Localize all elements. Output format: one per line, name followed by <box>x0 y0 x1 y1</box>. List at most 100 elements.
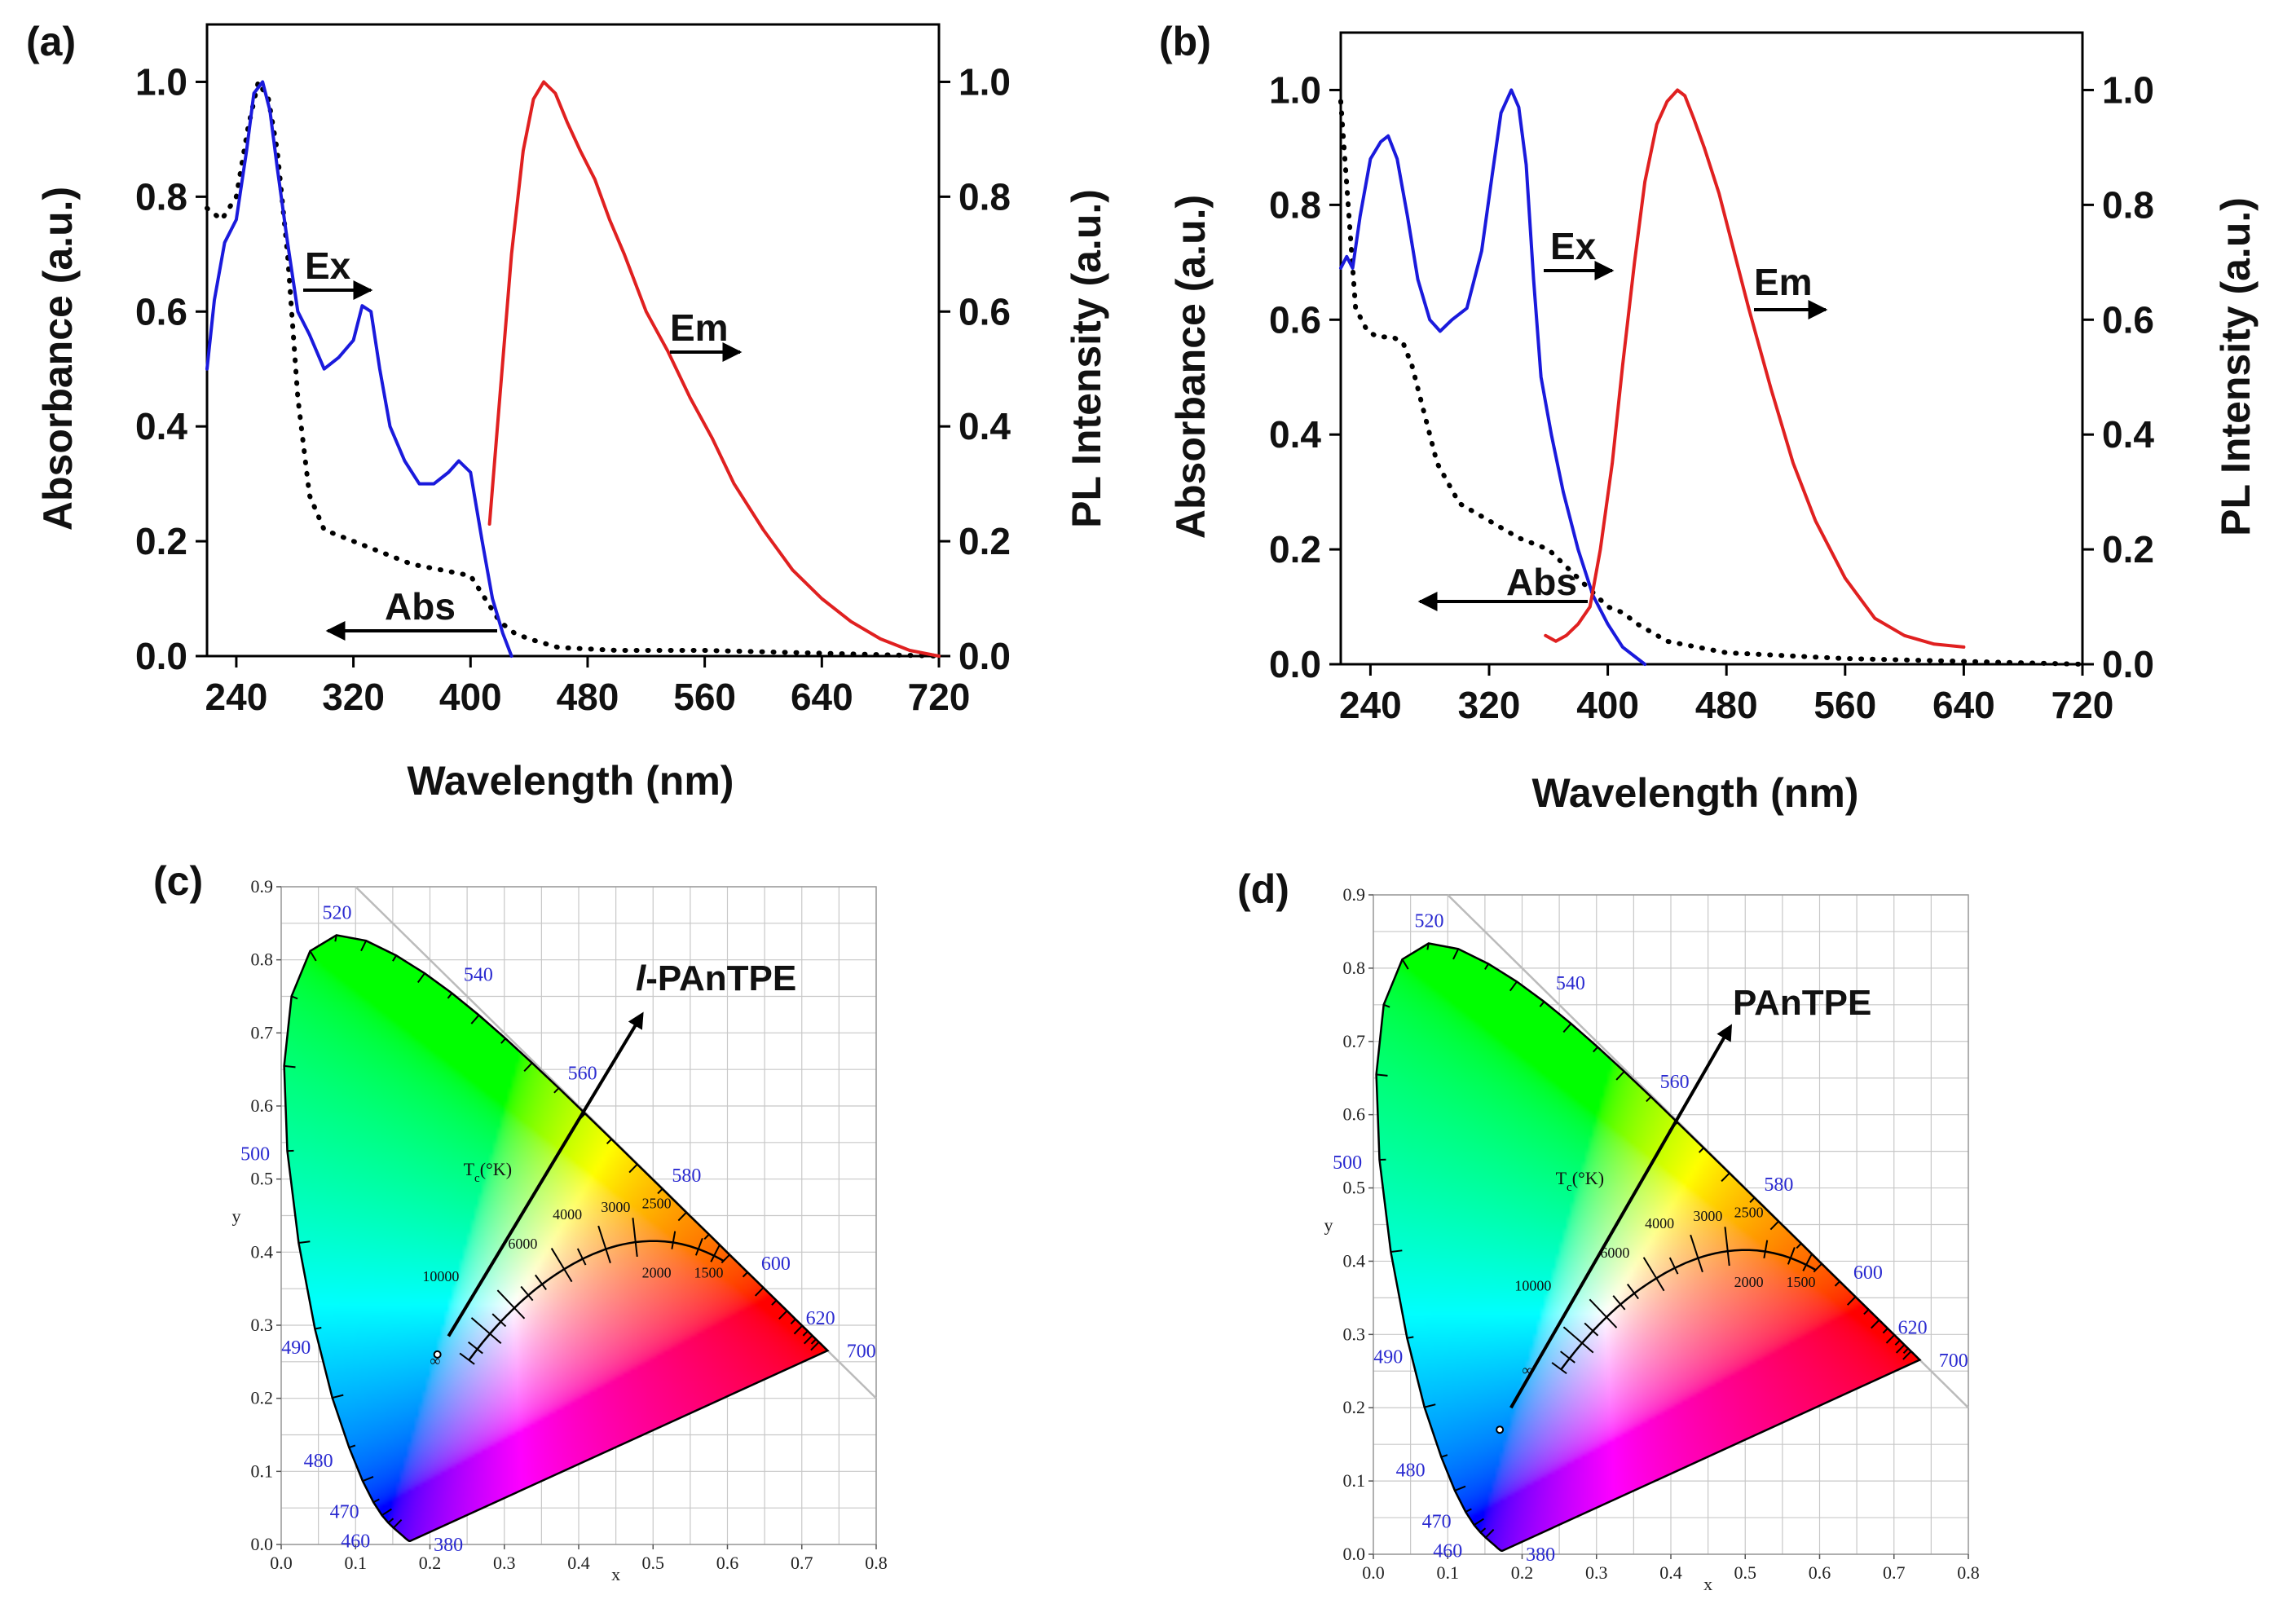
panel-d-isotherm <box>1584 1322 1599 1337</box>
panel-d-wl-tick <box>1383 1003 1390 1008</box>
panel-b-ylabel-right: PL Intensity (a.u.) <box>2213 197 2259 536</box>
panel-a-ytick-right-label: 0.0 <box>959 635 1011 677</box>
panel-d-xtick-label: 0.6 <box>1809 1562 1831 1583</box>
panel-d-cct-label-10000: 10000 <box>1514 1277 1551 1293</box>
panel-d-wl-tick <box>1485 1528 1495 1539</box>
panel-d-ytick-label: 0.7 <box>1343 1031 1366 1051</box>
panel-d-cct-label-4000: 4000 <box>1645 1215 1674 1231</box>
panel-c-isotherm <box>468 1341 483 1355</box>
panel-d-cct-label-2500: 2500 <box>1734 1205 1764 1221</box>
panel-c-cct-label-4000: 4000 <box>553 1206 582 1223</box>
panel-a-xtick-label: 480 <box>557 676 619 718</box>
panel-c-xtick-label: 0.8 <box>865 1553 888 1573</box>
panel-b-ytick-right-label: 0.4 <box>2102 413 2154 456</box>
panel-b-xtick-label: 480 <box>1695 684 1758 726</box>
panel-d-wl-tick <box>1646 1095 1652 1103</box>
panel-d-xtick-label: 0.0 <box>1362 1562 1385 1583</box>
panel-b-series-abs <box>1338 99 2085 667</box>
panel-c-ytick-label: 0.5 <box>251 1169 274 1189</box>
panel-d-wl-tick <box>1424 1403 1436 1408</box>
panel-c-wl-tick <box>387 1518 394 1524</box>
panel-c-wl-label-700: 700 <box>847 1341 876 1362</box>
panel-a-series-ex <box>205 80 513 658</box>
panel-c-isotherm <box>576 1248 587 1266</box>
panel-a-ytick-left-label: 1.0 <box>135 60 187 103</box>
panel-a-xtick-label: 560 <box>673 676 736 718</box>
panel-d-isotherm <box>1763 1240 1769 1258</box>
panel-c-isotherm <box>535 1274 547 1290</box>
panel-d-wl-tick <box>1426 943 1430 950</box>
panel-c-ytick-label: 0.9 <box>251 876 274 897</box>
panel-d-xtick-label: 0.4 <box>1659 1562 1682 1583</box>
panel-a-ylabel-right: PL Intensity (a.u.) <box>1064 189 1109 528</box>
panel-b-xtick-label: 320 <box>1458 684 1521 726</box>
panel-d-wl-tick <box>1749 1196 1756 1204</box>
panel-c-wl-tick <box>657 1187 663 1195</box>
panel-b-em-label: Em <box>1754 261 1813 303</box>
panel-d-cct-title-main: T <box>1556 1168 1567 1188</box>
panel-c-locus <box>283 934 830 1542</box>
panel-a-xtick-label: 400 <box>439 676 502 718</box>
panel-a-ytick-right-label: 0.8 <box>959 175 1011 218</box>
panel-c-wl-tick <box>606 1138 612 1145</box>
panel-d-wl-tick <box>1721 1172 1730 1183</box>
panel-c-xtick-label: 0.0 <box>270 1553 293 1573</box>
panel-a-ytick-right-label: 0.2 <box>959 520 1011 562</box>
panel-d-xtick-label: 0.5 <box>1734 1562 1757 1583</box>
panel-d-ylabel: y <box>1324 1215 1333 1236</box>
panel-c-wl-tick <box>628 1163 638 1174</box>
panel-d-wl-tick <box>1484 963 1490 970</box>
panel-b-label: (b) <box>1159 19 1211 64</box>
panel-d-label: (d) <box>1237 866 1289 912</box>
panel-c-cct-title-unit: (°K) <box>480 1159 512 1179</box>
panel-d-ytick-label: 0.9 <box>1343 884 1366 905</box>
panel-c-wl-tick <box>332 1394 344 1399</box>
panel-c-xtick-label: 0.3 <box>493 1553 516 1573</box>
panel-d-wl-tick <box>1452 948 1460 960</box>
panel-c-cct-label-3000: 3000 <box>601 1199 630 1215</box>
panel-d-planckian <box>1560 1249 1817 1371</box>
panel-a-xtick-label: 240 <box>205 676 268 718</box>
panel-c-ytick-label: 0.6 <box>251 1095 274 1116</box>
panel-c-wl-tick <box>334 935 337 942</box>
panel-d-wl-tick <box>1539 1001 1545 1007</box>
panel-d-xlabel: x <box>1703 1574 1712 1594</box>
panel-c-label: (c) <box>153 858 203 904</box>
panel-b-xtick-label: 560 <box>1813 684 1876 726</box>
panel-d-isotherm <box>1612 1295 1626 1311</box>
panel-c-wl-tick <box>298 1240 311 1244</box>
panel-d-wl-tick <box>1401 958 1409 970</box>
panel-c-wl-tick <box>447 993 453 999</box>
panel-b-ytick-left-label: 1.0 <box>1269 68 1321 111</box>
panel-d-isotherm <box>1562 1326 1594 1354</box>
panel-b-abs-label: Abs <box>1506 561 1577 603</box>
panel-c-cie-arrow <box>447 1011 644 1337</box>
panel-c-sample-name-rest: -PAnTPE <box>646 958 796 998</box>
panel-d-isotherm <box>1626 1284 1639 1300</box>
panel-c-isotherm <box>491 1313 507 1328</box>
panel-c-wl-tick <box>348 1444 356 1448</box>
panel-b-ytick-right-label: 0.2 <box>2102 528 2154 571</box>
panel-c-cct-title: Tc(°K) <box>464 1159 512 1185</box>
panel-d-isotherm <box>1642 1257 1665 1292</box>
panel-a-abs-label: Abs <box>385 585 456 628</box>
panel-d-wl-tick <box>1479 1527 1487 1534</box>
panel-c-wl-label-500: 500 <box>240 1143 270 1165</box>
panel-d-wl-tick <box>1390 1249 1403 1254</box>
panel-d-wl-tick <box>1846 1296 1857 1306</box>
panel-c-ytick-label: 0.7 <box>251 1022 274 1042</box>
panel-b-xtick-label: 640 <box>1932 684 1995 726</box>
panel-b-frame <box>1339 31 2084 666</box>
panel-c-isotherm <box>671 1231 676 1249</box>
panel-b-series-em <box>1544 88 1966 649</box>
panel-c-ytick-label: 0.0 <box>251 1534 274 1554</box>
panel-d-wl-tick <box>1863 1309 1870 1315</box>
panel-d-wl-label-500: 500 <box>1333 1152 1362 1174</box>
panel-d-ytick-label: 0.1 <box>1343 1470 1366 1491</box>
panel-d-wl-label-580: 580 <box>1764 1174 1793 1196</box>
panel-d-wl-label-470: 470 <box>1422 1512 1452 1533</box>
panel-c-isotherm <box>470 1317 502 1345</box>
panel-c-wl-tick <box>755 1287 765 1297</box>
panel-a-ytick-left-label: 0.2 <box>135 520 187 562</box>
